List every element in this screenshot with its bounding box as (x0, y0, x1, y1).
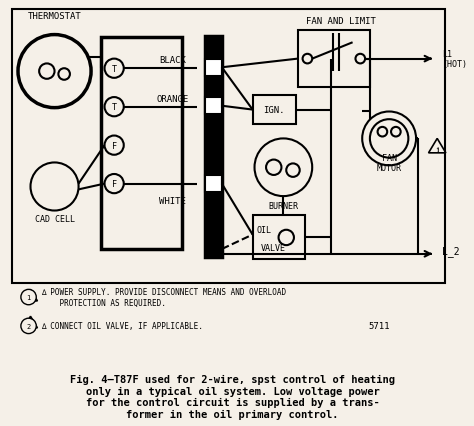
Circle shape (266, 160, 282, 176)
Text: VALVE: VALVE (261, 243, 286, 252)
Bar (100, 38, 182, 249)
Circle shape (362, 112, 416, 166)
Text: Fig. 4–T87F used for 2-wire, spst control of heating
only in a typical oil syste: Fig. 4–T87F used for 2-wire, spst contro… (70, 374, 395, 419)
Circle shape (356, 55, 365, 64)
Circle shape (30, 163, 79, 211)
Text: CAD CELL: CAD CELL (35, 214, 74, 223)
Circle shape (18, 35, 91, 108)
Circle shape (21, 319, 36, 334)
Circle shape (105, 175, 124, 194)
Text: !: ! (435, 147, 439, 153)
Circle shape (391, 127, 401, 137)
Bar (204, 37, 222, 257)
Text: FAN
MOTOR: FAN MOTOR (377, 153, 401, 173)
Text: IGN.: IGN. (263, 106, 284, 115)
Bar (298, 31, 370, 88)
Circle shape (105, 60, 124, 79)
Text: L_2: L_2 (442, 246, 460, 257)
Circle shape (279, 230, 294, 245)
Circle shape (286, 164, 300, 178)
Bar (204, 98, 222, 115)
Text: T: T (112, 65, 117, 74)
Text: ∆ CONNECT OIL VALVE, IF APPLICABLE.: ∆ CONNECT OIL VALVE, IF APPLICABLE. (41, 322, 203, 331)
Bar (253, 96, 296, 125)
Text: T: T (112, 103, 117, 112)
Circle shape (302, 55, 312, 64)
Text: !: ! (28, 295, 33, 301)
Text: 5711: 5711 (369, 322, 390, 331)
Text: THERMOSTAT: THERMOSTAT (27, 12, 82, 21)
Circle shape (105, 136, 124, 155)
Circle shape (378, 127, 387, 137)
Text: F: F (112, 141, 117, 150)
Bar (204, 176, 222, 193)
Text: 1: 1 (435, 147, 439, 154)
Text: BLACK: BLACK (159, 56, 186, 65)
Circle shape (58, 69, 70, 81)
Bar (204, 60, 222, 77)
Circle shape (39, 64, 55, 80)
Text: F: F (112, 180, 117, 189)
Text: L1
(HOT): L1 (HOT) (442, 50, 467, 69)
Circle shape (370, 120, 409, 158)
Text: BURNER: BURNER (268, 202, 298, 211)
Circle shape (105, 98, 124, 117)
Text: WHITE: WHITE (159, 197, 186, 206)
Text: 2: 2 (284, 233, 289, 242)
Bar (12, 10, 445, 283)
Text: FAN AND LIMIT: FAN AND LIMIT (306, 17, 376, 26)
Bar (253, 216, 305, 259)
Text: !: ! (28, 322, 33, 328)
Circle shape (255, 139, 312, 197)
Text: ∆ POWER SUPPLY. PROVIDE DISCONNECT MEANS AND OVERLOAD
    PROTECTION AS REQUIRED: ∆ POWER SUPPLY. PROVIDE DISCONNECT MEANS… (41, 288, 286, 307)
Text: ORANGE: ORANGE (157, 94, 189, 103)
Text: 1: 1 (27, 294, 31, 300)
Text: OIL: OIL (256, 226, 272, 235)
Text: 2: 2 (27, 323, 31, 329)
Circle shape (21, 290, 36, 305)
